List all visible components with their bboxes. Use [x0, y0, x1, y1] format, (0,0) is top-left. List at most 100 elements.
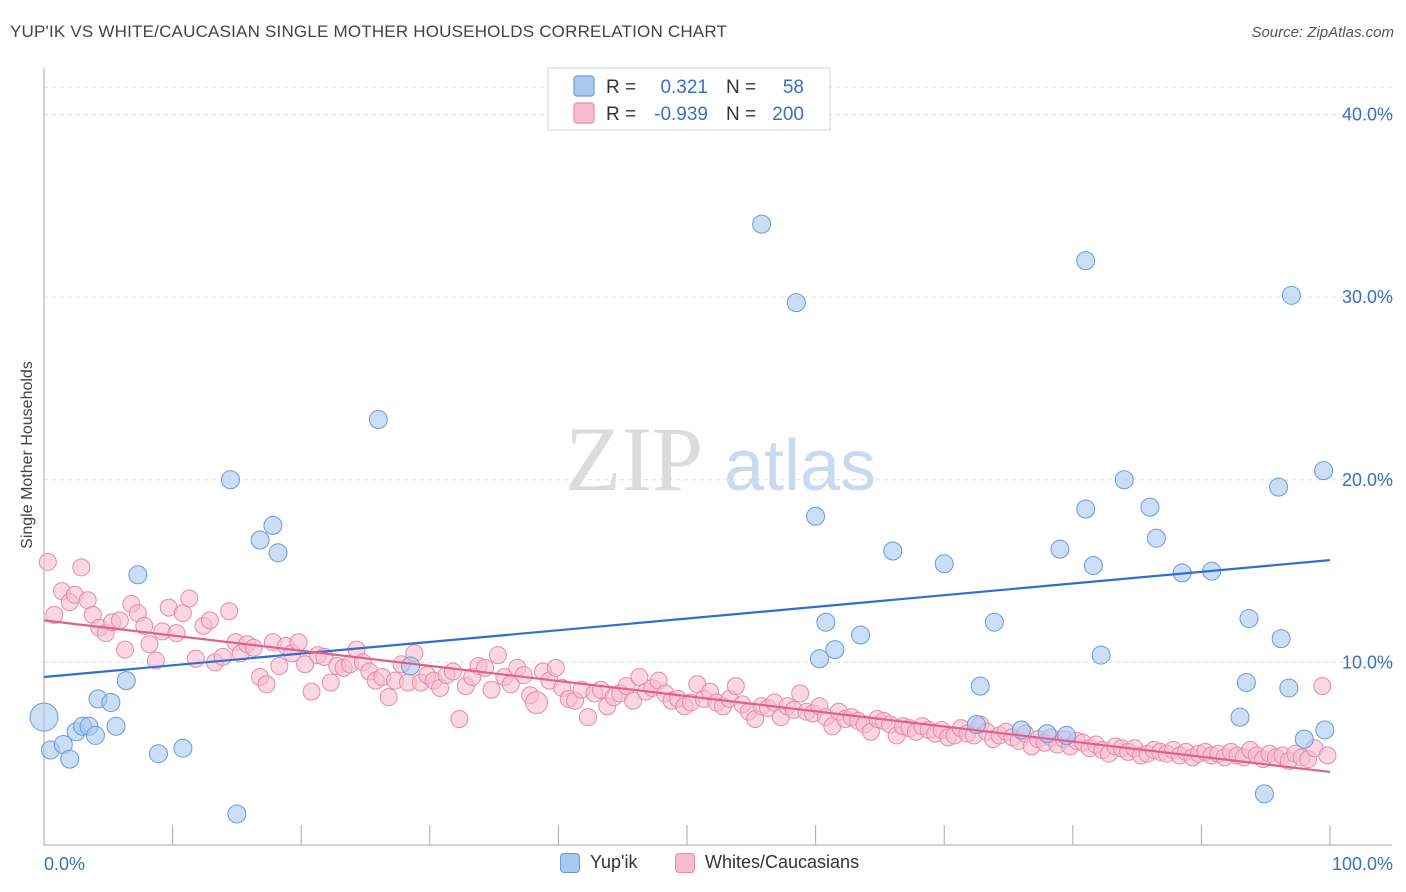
legend-r-value-0: 0.321: [660, 77, 708, 98]
whites-point-25[interactable]: [200, 611, 219, 630]
yupik-point-39[interactable]: [1083, 556, 1103, 576]
whites-point-22[interactable]: [180, 589, 199, 608]
yupik-point-54[interactable]: [1281, 285, 1301, 305]
yupik-point-9[interactable]: [101, 693, 121, 713]
whites-point-91[interactable]: [623, 691, 642, 710]
legend-n-label-1: N =: [726, 104, 756, 125]
whites-point-117[interactable]: [791, 684, 810, 703]
whites-point-40[interactable]: [296, 655, 315, 674]
yupik-point-52[interactable]: [1271, 629, 1291, 649]
yupik-point-18[interactable]: [263, 515, 283, 535]
whites-point-20[interactable]: [167, 624, 186, 643]
yupik-point-27[interactable]: [825, 640, 845, 660]
legend-top-swatch-1: [573, 102, 595, 124]
yupik-point-28[interactable]: [851, 625, 871, 645]
yupik-point-44[interactable]: [1146, 528, 1166, 548]
legend-r-label-1: R =: [606, 104, 636, 125]
yupik-point-33[interactable]: [984, 612, 1004, 632]
whites-point-11[interactable]: [110, 611, 129, 630]
whites-point-5[interactable]: [72, 558, 91, 577]
whites-point-199[interactable]: [1318, 746, 1337, 765]
whites-point-34[interactable]: [257, 675, 276, 694]
x-tick-label-0: 0.0%: [44, 854, 85, 874]
yupik-point-11[interactable]: [116, 671, 136, 691]
legend-item-yupik[interactable]: Yup'ik: [560, 852, 637, 873]
yupik-point-42[interactable]: [1114, 470, 1134, 490]
whites-point-53[interactable]: [379, 688, 398, 707]
axes: [43, 68, 1392, 846]
yupik-point-49[interactable]: [1239, 609, 1259, 629]
yupik-point-29[interactable]: [883, 541, 903, 561]
yupik-point-7[interactable]: [85, 725, 105, 745]
watermark-zip: ZIP: [565, 408, 703, 510]
yupik-point-13[interactable]: [148, 744, 168, 764]
tick-labels: 10.0% 20.0% 30.0% 40.0% 0.0% 100.0%: [44, 105, 1393, 874]
yupik-point-0[interactable]: [29, 702, 59, 732]
yupik-point-41[interactable]: [1091, 645, 1111, 665]
whites-point-76[interactable]: [525, 691, 549, 715]
yupik-point-53[interactable]: [1279, 678, 1299, 698]
yupik-point-56[interactable]: [1314, 461, 1334, 481]
whites-point-63[interactable]: [443, 662, 462, 681]
yupik-point-17[interactable]: [250, 530, 270, 550]
yupik-point-43[interactable]: [1140, 497, 1160, 517]
yupik-point-23[interactable]: [786, 293, 806, 313]
whites-point-79[interactable]: [546, 658, 565, 677]
whites-point-107[interactable]: [726, 677, 745, 696]
whites-point-15[interactable]: [135, 616, 154, 635]
yupik-point-51[interactable]: [1269, 477, 1289, 497]
whites-point-32[interactable]: [244, 638, 263, 657]
yupik-point-38[interactable]: [1076, 499, 1096, 519]
watermark: ZIP atlas: [565, 408, 876, 510]
y-tick-label-0: 10.0%: [1342, 652, 1393, 672]
yupik-point-24[interactable]: [806, 506, 826, 526]
whites-point-17[interactable]: [146, 651, 165, 670]
whites-point-12[interactable]: [116, 640, 135, 659]
whites-point-0[interactable]: [38, 552, 57, 571]
whites-point-84[interactable]: [578, 708, 597, 727]
yupik-point-10[interactable]: [106, 716, 126, 736]
whites-point-36[interactable]: [270, 657, 289, 676]
legend-top-box: [547, 67, 831, 131]
x-tick-label-1: 100.0%: [1332, 854, 1393, 874]
whites-point-27[interactable]: [213, 647, 232, 666]
whites-point-1[interactable]: [45, 605, 64, 624]
trend-lines: [43, 559, 1331, 774]
yupik-point-26[interactable]: [816, 612, 836, 632]
yupik-point-55[interactable]: [1294, 729, 1314, 749]
watermark-atlas: atlas: [724, 426, 876, 506]
legend-item-whites[interactable]: Whites/Caucasians: [675, 852, 859, 873]
whites-point-70[interactable]: [488, 646, 507, 665]
whites-point-41[interactable]: [302, 682, 321, 701]
whites-point-64[interactable]: [450, 709, 469, 728]
whites-point-198[interactable]: [1313, 677, 1332, 696]
yupik-point-15[interactable]: [220, 470, 240, 490]
whites-point-69[interactable]: [482, 680, 501, 699]
yupik-point-40[interactable]: [1076, 251, 1096, 271]
legend-label-whites: Whites/Caucasians: [705, 852, 860, 872]
yupik-point-50[interactable]: [1254, 784, 1274, 804]
whites-point-16[interactable]: [140, 635, 159, 654]
yupik-point-36[interactable]: [1050, 539, 1070, 559]
whites-point-39[interactable]: [289, 633, 308, 652]
yupik-point-22[interactable]: [752, 214, 772, 234]
yupik-point-48[interactable]: [1236, 672, 1256, 692]
legend-n-value-0: 58: [783, 77, 804, 98]
whites-point-28[interactable]: [220, 602, 239, 621]
yupik-point-14[interactable]: [173, 738, 193, 758]
yupik-point-16[interactable]: [227, 804, 247, 824]
yupik-point-19[interactable]: [268, 543, 288, 563]
chart-title: YUP'IK VS WHITE/CAUCASIAN SINGLE MOTHER …: [10, 22, 728, 41]
yupik-point-32[interactable]: [970, 676, 990, 696]
yupik-point-20[interactable]: [368, 409, 388, 429]
y-tick-label-2: 30.0%: [1342, 287, 1393, 307]
whites-point-44[interactable]: [321, 673, 340, 692]
yupik-point-3[interactable]: [60, 749, 80, 769]
yupik-point-30[interactable]: [934, 554, 954, 574]
yupik-point-21[interactable]: [401, 656, 421, 676]
yupik-point-12[interactable]: [128, 565, 148, 585]
yupik-point-47[interactable]: [1230, 707, 1250, 727]
yupik-point-57[interactable]: [1315, 720, 1335, 740]
yupik-point-25[interactable]: [809, 649, 829, 669]
